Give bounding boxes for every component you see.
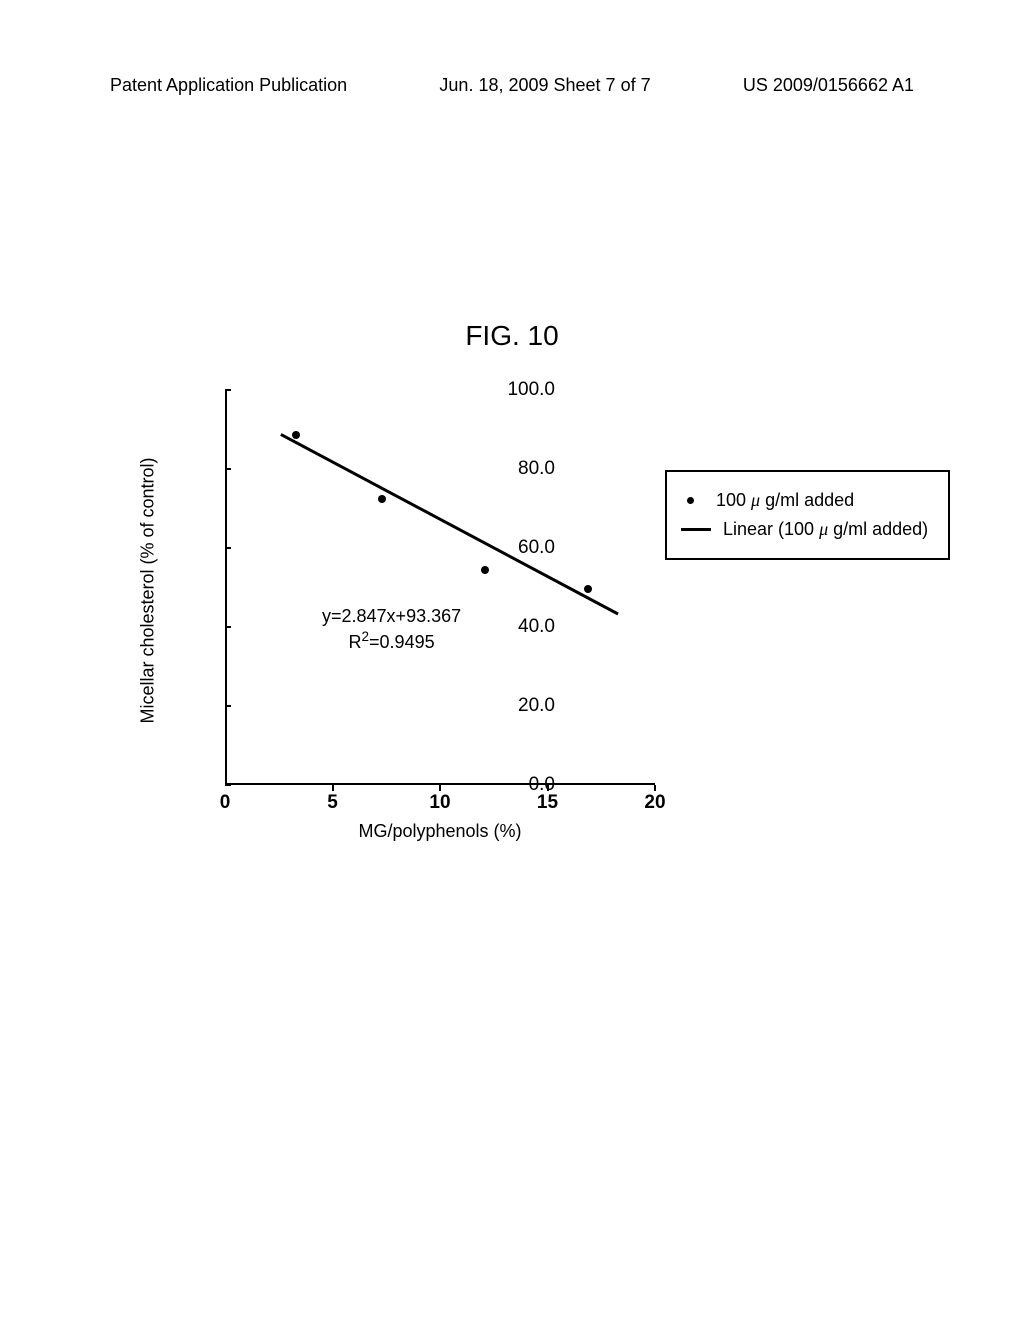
legend: 100 μ g/ml added Linear (100 μ g/ml adde… [665, 470, 950, 560]
x-axis-label: MG/polyphenols (%) [225, 821, 655, 842]
equation-r2-sup: 2 [362, 629, 370, 644]
y-tick-mark [225, 547, 231, 549]
y-tick-mark [225, 468, 231, 470]
dot-icon [687, 497, 694, 504]
legend-label-1: 100 μ g/ml added [716, 490, 854, 511]
figure-title: FIG. 10 [465, 320, 558, 352]
data-point [378, 495, 386, 503]
regression-equation: y=2.847x+93.367 R2=0.9495 [322, 605, 461, 655]
y-tick-label: 80.0 [495, 458, 555, 480]
y-tick-label: 20.0 [495, 695, 555, 717]
y-axis-label: Micellar cholesterol (% of control) [138, 457, 159, 723]
y-tick-mark [225, 389, 231, 391]
x-tick-label: 0 [220, 792, 231, 814]
x-tick-mark [654, 785, 656, 791]
y-tick-label: 100.0 [495, 379, 555, 401]
x-tick-label: 15 [537, 792, 558, 814]
line-icon [681, 528, 711, 531]
data-point [584, 585, 592, 593]
y-tick-mark [225, 705, 231, 707]
equation-line1: y=2.847x+93.367 [322, 606, 461, 626]
y-tick-mark [225, 626, 231, 628]
legend-item-points: 100 μ g/ml added [681, 490, 934, 511]
x-tick-label: 20 [644, 792, 665, 814]
x-tick-mark [547, 785, 549, 791]
equation-r2-suffix: =0.9495 [369, 632, 435, 652]
x-tick-mark [332, 785, 334, 791]
equation-r2-prefix: R [349, 632, 362, 652]
header-center: Jun. 18, 2009 Sheet 7 of 7 [439, 75, 650, 96]
x-tick-label: 5 [327, 792, 338, 814]
legend-label-2: Linear (100 μ g/ml added) [723, 519, 928, 540]
y-tick-label: 60.0 [495, 537, 555, 559]
chart-container: Micellar cholesterol (% of control) MG/p… [130, 380, 900, 860]
data-point [481, 566, 489, 574]
plot-area: y=2.847x+93.367 R2=0.9495 [225, 390, 655, 785]
header-right: US 2009/0156662 A1 [743, 75, 914, 96]
y-tick-label: 40.0 [495, 616, 555, 638]
x-tick-mark [439, 785, 441, 791]
header-left: Patent Application Publication [110, 75, 347, 96]
y-tick-mark [225, 784, 231, 786]
regression-line [280, 434, 619, 616]
data-point [292, 431, 300, 439]
legend-item-line: Linear (100 μ g/ml added) [681, 519, 934, 540]
page-header: Patent Application Publication Jun. 18, … [0, 75, 1024, 96]
x-tick-label: 10 [429, 792, 450, 814]
